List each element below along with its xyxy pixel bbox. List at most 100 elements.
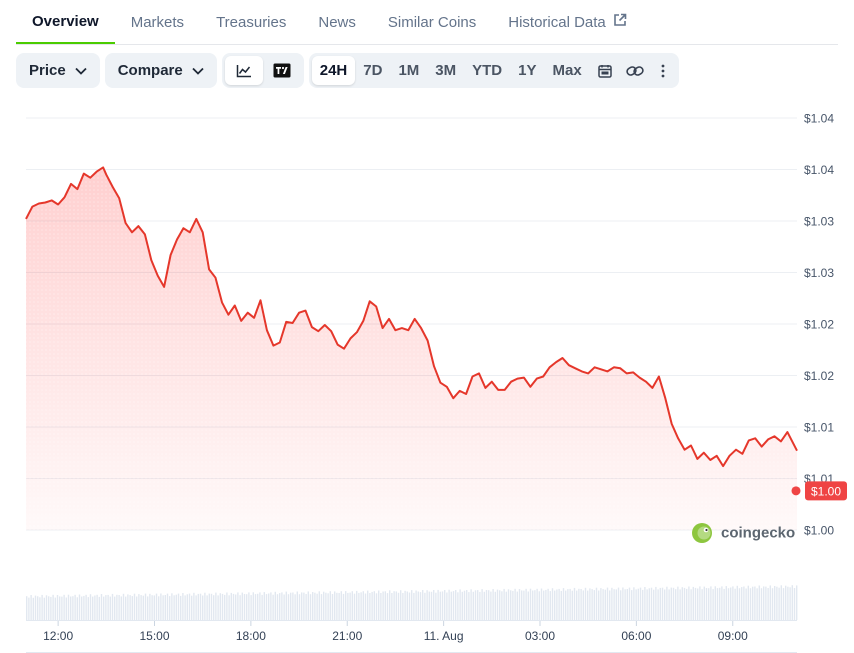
volume-bar	[235, 594, 237, 620]
volume-bar	[327, 593, 329, 620]
range-1m-button[interactable]: 1M	[398, 62, 420, 79]
tab-markets[interactable]: Markets	[115, 0, 200, 44]
volume-bar	[395, 591, 397, 620]
volume-bar	[199, 593, 202, 620]
volume-bar	[567, 589, 569, 620]
volume-bar	[710, 586, 712, 620]
volume-bar	[747, 585, 749, 620]
volume-bar	[265, 594, 268, 620]
volume-bar	[107, 594, 109, 620]
volume-bar	[96, 594, 98, 620]
volume-bar	[620, 590, 622, 620]
volume-bar	[705, 588, 708, 620]
range-1y-button[interactable]: 1Y	[518, 62, 537, 79]
range-3m-button[interactable]: 3M	[435, 62, 457, 79]
volume-bar	[316, 593, 318, 620]
volume-bar	[164, 595, 166, 620]
volume-bar	[210, 593, 213, 620]
volume-bar	[202, 595, 204, 620]
volume-bar	[609, 590, 611, 620]
volume-bar	[375, 593, 378, 620]
volume-bar	[45, 595, 48, 620]
volume-bar	[606, 587, 609, 620]
volume-bar	[540, 588, 543, 620]
volume-bar	[276, 594, 279, 620]
volume-bar	[147, 596, 149, 620]
volume-bar	[318, 591, 320, 620]
volume-bar	[182, 593, 184, 620]
volume-bar	[367, 590, 369, 620]
volume-bar	[305, 594, 307, 620]
volume-bar	[149, 593, 151, 620]
volume-bar	[292, 592, 294, 620]
y-tick-label: $1.01	[804, 472, 834, 486]
tab-historical-data[interactable]: Historical Data	[492, 0, 643, 44]
volume-bar	[782, 588, 785, 620]
volume-bar	[490, 591, 492, 620]
calendar-icon[interactable]	[590, 56, 620, 85]
range-7d-button[interactable]: 7D	[363, 62, 383, 79]
volume-bar	[562, 588, 565, 620]
volume-bar	[679, 589, 681, 620]
link-icon[interactable]	[620, 56, 650, 85]
range-24h-button[interactable]: 24H	[311, 56, 356, 85]
volume-bar	[362, 591, 364, 620]
compare-dropdown[interactable]: Compare	[104, 53, 217, 88]
volume-bar	[699, 586, 701, 620]
volume-bar	[569, 588, 571, 620]
range-max-button[interactable]: Max	[552, 62, 582, 79]
chart-toolbar: Price Compare 24H 7D 1M 3M YTD 1Y Max	[16, 53, 679, 88]
price-dropdown[interactable]: Price	[16, 53, 100, 88]
current-price-badge	[805, 481, 847, 501]
volume-bar	[774, 586, 776, 620]
volume-bar	[70, 596, 72, 620]
volume-bar	[435, 592, 437, 620]
tab-treasuries[interactable]: Treasuries	[200, 0, 302, 44]
volume-bar	[518, 589, 521, 620]
volume-bar	[39, 597, 41, 620]
volume-bar	[230, 592, 232, 620]
volume-bar	[760, 588, 763, 620]
tab-similar-coins[interactable]: Similar Coins	[372, 0, 492, 44]
volume-bar	[741, 587, 743, 620]
volume-bar	[285, 591, 287, 620]
volume-bar	[690, 589, 692, 620]
volume-bar	[593, 590, 595, 620]
volume-bar	[180, 595, 182, 620]
range-ytd-button[interactable]: YTD	[472, 62, 503, 79]
volume-bar	[109, 596, 111, 620]
y-tick-label: $1.03	[804, 215, 834, 229]
volume-bar	[633, 587, 635, 620]
volume-bar	[76, 597, 78, 620]
volume-bar	[723, 588, 725, 620]
volume-bar	[521, 590, 523, 620]
y-tick-label: $1.02	[804, 369, 834, 383]
volume-bar	[787, 586, 789, 620]
tradingview-icon[interactable]	[263, 56, 301, 85]
volume-bar	[433, 590, 435, 620]
volume-bar	[600, 588, 602, 620]
tab-overview[interactable]: Overview	[16, 0, 115, 44]
y-tick-label: $1.03	[804, 266, 834, 280]
x-tick-label: 12:00	[43, 629, 73, 643]
more-vertical-icon[interactable]	[650, 56, 676, 85]
volume-bar	[336, 592, 338, 620]
line-chart-icon[interactable]	[224, 56, 263, 85]
volume-bar	[780, 585, 782, 620]
chevron-down-icon	[75, 62, 87, 79]
volume-bar	[215, 592, 217, 620]
tab-label: Overview	[32, 12, 99, 30]
volume-bar	[37, 596, 39, 620]
volume-bar	[98, 596, 100, 620]
volume-bar	[85, 594, 87, 620]
volume-bar	[413, 592, 415, 620]
tab-news[interactable]: News	[302, 0, 372, 44]
volume-bar	[34, 595, 37, 620]
volume-bar	[239, 595, 241, 620]
volume-bar	[503, 588, 505, 620]
volume-bar	[166, 593, 169, 620]
volume-bar	[371, 591, 373, 620]
price-area	[26, 167, 797, 530]
volume-bar	[668, 589, 670, 620]
